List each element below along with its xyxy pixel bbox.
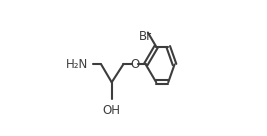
Text: H₂N: H₂N <box>66 58 88 71</box>
Text: Br: Br <box>139 30 152 43</box>
Text: OH: OH <box>103 104 121 117</box>
Text: O: O <box>131 58 140 71</box>
